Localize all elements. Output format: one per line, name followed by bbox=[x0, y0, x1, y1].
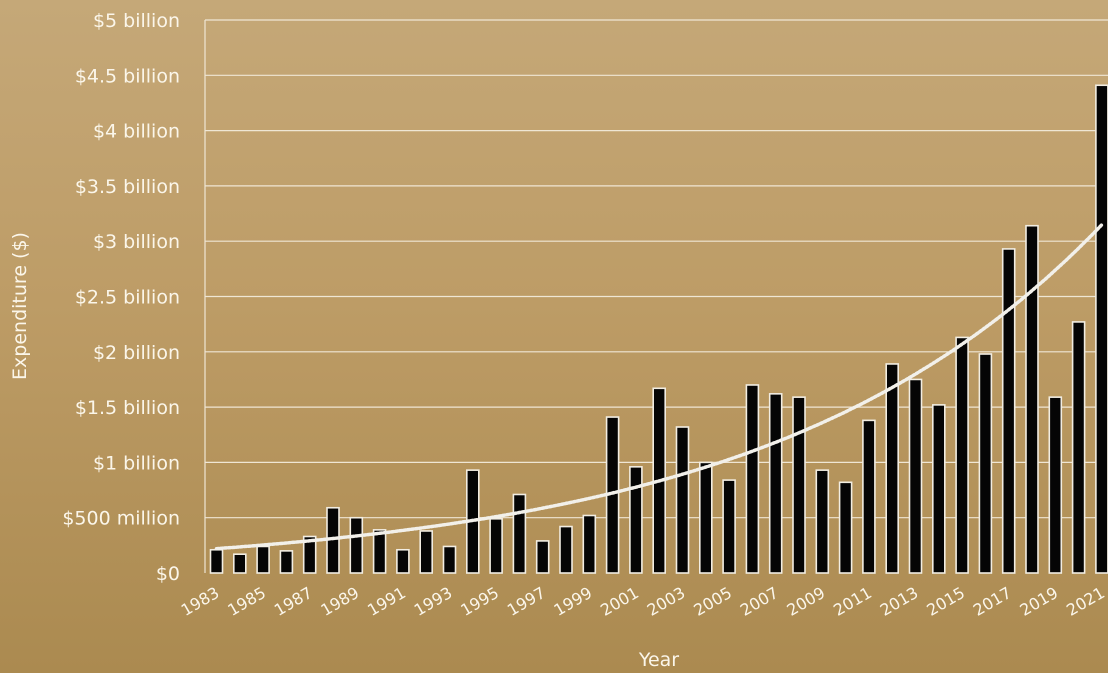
x-tick-label: 2005 bbox=[690, 583, 735, 620]
bar-2010 bbox=[838, 481, 853, 574]
x-tick-label: 1993 bbox=[411, 583, 456, 620]
bar-1997 bbox=[535, 540, 550, 574]
bar-1996 bbox=[512, 493, 527, 574]
x-tick-label: 1995 bbox=[457, 583, 502, 620]
bar-1983 bbox=[209, 548, 224, 574]
bar-2021 bbox=[1095, 84, 1108, 574]
bar-1987 bbox=[302, 535, 317, 574]
y-tick-label: $500 million bbox=[62, 508, 180, 530]
bar-2009 bbox=[815, 469, 830, 574]
y-tick-label: $4 billion bbox=[93, 121, 180, 143]
bar-2008 bbox=[792, 396, 806, 574]
bar-2019 bbox=[1048, 396, 1063, 574]
x-tick-label: 2021 bbox=[1063, 583, 1108, 620]
x-tick-label: 2013 bbox=[877, 583, 922, 620]
bar-2015 bbox=[955, 336, 969, 574]
bar-1998 bbox=[559, 525, 573, 574]
x-tick-label: 2011 bbox=[830, 583, 875, 620]
y-axis-title: Expenditure ($) bbox=[9, 232, 31, 380]
y-tick-label: $4.5 billion bbox=[75, 65, 180, 87]
y-tick-label: $1 billion bbox=[93, 452, 180, 474]
y-tick-label: $0 bbox=[156, 563, 180, 585]
x-tick-label: 1997 bbox=[504, 583, 549, 620]
y-tick-label: $2.5 billion bbox=[75, 287, 180, 309]
bar-2011 bbox=[862, 419, 876, 574]
x-tick-label: 2019 bbox=[1017, 583, 1062, 620]
bar-2018 bbox=[1025, 224, 1039, 574]
bar-2006 bbox=[745, 384, 760, 574]
bar-1992 bbox=[419, 530, 434, 574]
bar-1999 bbox=[582, 514, 597, 574]
y-tick-label: $3.5 billion bbox=[75, 176, 180, 198]
y-tick-label: $1.5 billion bbox=[75, 397, 180, 419]
y-tick-label: $5 billion bbox=[93, 10, 180, 32]
bar-1985 bbox=[256, 545, 270, 574]
x-axis-title: Year bbox=[638, 649, 679, 671]
x-tick-label: 1985 bbox=[224, 583, 269, 620]
bar-2005 bbox=[722, 479, 736, 574]
bar-1984 bbox=[233, 553, 247, 574]
x-tick-label: 2001 bbox=[597, 583, 642, 620]
bar-1995 bbox=[489, 518, 503, 574]
gridlines bbox=[204, 19, 1108, 573]
bar-2014 bbox=[931, 404, 946, 574]
bar-2001 bbox=[629, 466, 643, 574]
bar-2013 bbox=[908, 378, 923, 574]
bar-2016 bbox=[978, 353, 993, 574]
bar-1986 bbox=[279, 550, 294, 574]
bar-1990 bbox=[372, 529, 387, 574]
bar-2012 bbox=[885, 363, 900, 574]
bar-2017 bbox=[1001, 248, 1016, 574]
bar-2003 bbox=[675, 426, 690, 574]
x-tick-label: 2003 bbox=[644, 583, 689, 620]
bar-1989 bbox=[349, 516, 364, 574]
x-tick-label: 1999 bbox=[551, 583, 596, 620]
x-tick-label: 2009 bbox=[784, 583, 829, 620]
bars bbox=[209, 84, 1108, 574]
x-tick-label: 2017 bbox=[970, 583, 1015, 620]
x-tick-label: 1989 bbox=[318, 583, 363, 620]
x-axis-ticks: 1983 1985 1987 1989 1991 1993 1995 1997 1999 2001… bbox=[178, 583, 1108, 620]
bar-2007 bbox=[768, 393, 783, 574]
x-tick-label: 1987 bbox=[271, 583, 316, 620]
y-axis-ticks: $0 $500 million $1 billion $1.5 billion $2 b… bbox=[62, 10, 180, 585]
x-tick-label: 2015 bbox=[923, 583, 968, 620]
y-tick-label: $2 billion bbox=[93, 342, 180, 364]
bar-2020 bbox=[1071, 321, 1086, 574]
bar-1991 bbox=[396, 548, 410, 574]
y-tick-label: $3 billion bbox=[93, 231, 180, 253]
trendline bbox=[214, 222, 1104, 551]
x-tick-label: 1983 bbox=[178, 583, 223, 620]
x-tick-label: 2007 bbox=[737, 583, 782, 620]
bar-1993 bbox=[442, 545, 457, 574]
x-tick-label: 1991 bbox=[364, 583, 409, 620]
bar-2004 bbox=[698, 461, 713, 574]
